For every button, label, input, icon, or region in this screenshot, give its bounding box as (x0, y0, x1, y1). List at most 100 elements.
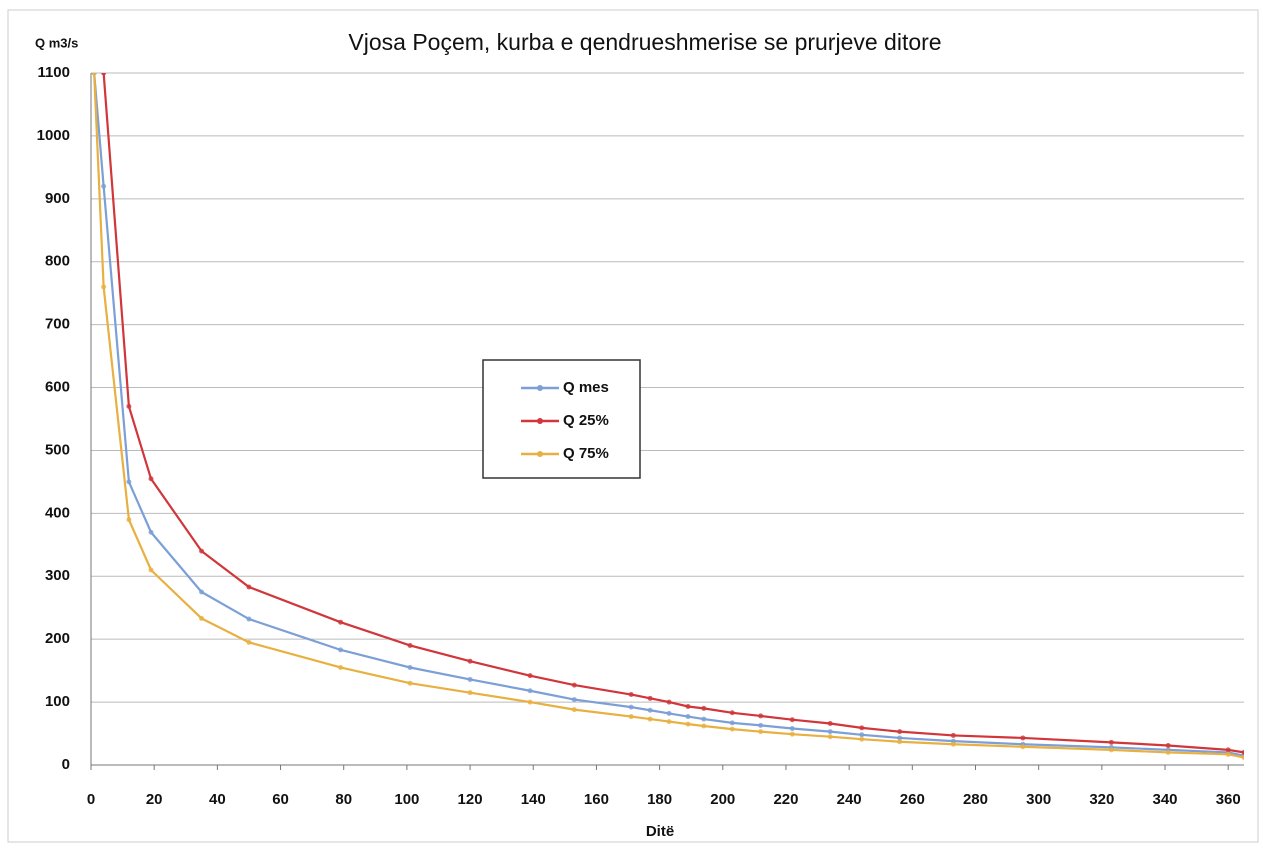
point (897, 739, 903, 745)
legend-label: Q 75% (563, 445, 609, 462)
x-tick-label: 160 (584, 791, 609, 808)
point (729, 720, 735, 726)
point (199, 589, 205, 595)
point (571, 682, 577, 688)
point (1108, 739, 1114, 745)
x-tick-label: 260 (900, 791, 925, 808)
point (789, 717, 795, 723)
point (827, 720, 833, 726)
point (685, 721, 691, 727)
y-tick-label: 1000 (37, 127, 70, 144)
point (148, 529, 154, 535)
x-tick-label: 80 (335, 791, 352, 808)
x-axis-label: Ditë (646, 823, 674, 840)
point (1241, 749, 1244, 755)
y-tick-label: 900 (45, 190, 70, 207)
point (1020, 735, 1026, 741)
point (950, 732, 956, 738)
point (338, 647, 344, 653)
point (101, 183, 107, 189)
point (701, 705, 707, 711)
point (467, 676, 473, 682)
point (729, 710, 735, 716)
point (789, 726, 795, 732)
y-tick-label: 800 (45, 253, 70, 270)
point (647, 716, 653, 722)
point (1165, 749, 1171, 755)
point (148, 476, 154, 482)
y-tick-label: 300 (45, 567, 70, 584)
point (1165, 742, 1171, 748)
point (897, 735, 903, 741)
point (527, 699, 533, 705)
x-tick-label: 220 (773, 791, 798, 808)
point (527, 673, 533, 679)
point (1241, 754, 1244, 760)
legend-marker (537, 451, 543, 457)
x-tick-label: 60 (272, 791, 289, 808)
point (685, 714, 691, 720)
point (1225, 747, 1231, 753)
point (685, 703, 691, 709)
point (1020, 744, 1026, 750)
point (758, 729, 764, 735)
legend-label: Q 25% (563, 412, 609, 429)
legend-label: Q mes (563, 379, 609, 396)
x-tick-label: 360 (1216, 791, 1241, 808)
point (407, 664, 413, 670)
x-tick-label: 140 (521, 791, 546, 808)
point (647, 707, 653, 713)
point (527, 688, 533, 694)
x-tick-label: 300 (1026, 791, 1051, 808)
x-tick-label: 240 (837, 791, 862, 808)
point (701, 723, 707, 729)
x-tick-label: 40 (209, 791, 226, 808)
point (827, 734, 833, 740)
x-tick-label: 100 (394, 791, 419, 808)
point (126, 517, 132, 523)
legend-box (482, 359, 641, 479)
point (628, 714, 634, 720)
point (758, 713, 764, 719)
x-tick-label: 340 (1153, 791, 1178, 808)
point (101, 73, 107, 76)
x-tick-label: 0 (87, 791, 95, 808)
legend-marker (537, 418, 543, 424)
x-tick-label: 320 (1089, 791, 1114, 808)
point (1108, 747, 1114, 753)
point (729, 726, 735, 732)
point (647, 695, 653, 701)
point (628, 692, 634, 698)
point (827, 729, 833, 735)
point (246, 616, 252, 622)
y-tick-label: 400 (45, 504, 70, 521)
point (789, 731, 795, 737)
point (571, 707, 577, 713)
point (407, 680, 413, 686)
point (467, 690, 473, 696)
point (407, 642, 413, 648)
point (666, 699, 672, 705)
point (859, 736, 865, 742)
x-tick-label: 20 (146, 791, 163, 808)
point (666, 719, 672, 725)
point (950, 741, 956, 747)
point (338, 619, 344, 625)
y-tick-label: 700 (45, 316, 70, 333)
point (701, 716, 707, 722)
point (467, 658, 473, 664)
point (758, 722, 764, 728)
x-tick-label: 180 (647, 791, 672, 808)
point (628, 704, 634, 710)
point (126, 403, 132, 409)
x-tick-label: 120 (458, 791, 483, 808)
chart-title: Vjosa Poçem, kurba e qendrueshmerise se … (348, 29, 941, 55)
legend-marker (537, 385, 543, 391)
point (91, 73, 97, 76)
y-tick-label: 0 (62, 756, 70, 773)
series-line (93, 73, 1244, 757)
point (199, 615, 205, 621)
point (246, 584, 252, 590)
point (666, 710, 672, 716)
